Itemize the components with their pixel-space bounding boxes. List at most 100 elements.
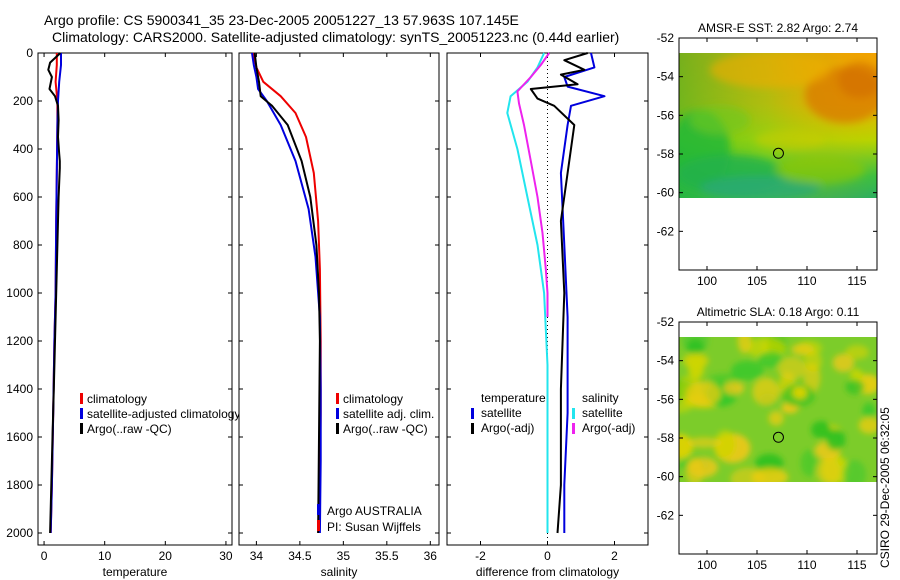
timestamp-label: CSIRO 29-Dec-2005 06:32:05: [878, 407, 892, 568]
legend-label: satellite: [582, 406, 623, 420]
sla-texture-blob: [731, 360, 764, 381]
sla-texture-blob: [800, 449, 819, 477]
y-tick-label: -52: [657, 31, 675, 45]
sst-map-panel: AMSR-E SST: 2.82 Argo: 2.74 -52 -54 -56 -58 -…: [657, 21, 878, 288]
x-tick-label: 35.5: [375, 549, 399, 563]
sla-texture-blob: [688, 355, 704, 380]
series-line: [529, 52, 588, 534]
legend-swatch: [471, 408, 474, 419]
x-tick-label: 20: [159, 549, 173, 563]
annotation-swatch: [317, 520, 320, 531]
y-tick-label: 400: [13, 142, 33, 156]
series-line: [253, 52, 321, 534]
legend-label: climatology: [343, 392, 403, 406]
x-axis-label: difference from climatology: [476, 565, 619, 579]
legend-label: Argo(..raw -QC): [343, 422, 428, 436]
difference-profile-panel: -2 0 2 difference from climatology temperatu…: [446, 52, 649, 579]
x-tick-label: 36: [424, 549, 438, 563]
legend-label: Argo(..raw -QC): [87, 422, 172, 436]
sla-texture-blob: [791, 343, 815, 356]
annotation-label: Argo AUSTRALIA: [327, 504, 422, 518]
y-tick-label: 1000: [6, 286, 33, 300]
sla-map-panel: Altimetric SLA: 0.18 Argo: 0.11 -52 -54 -56…: [657, 305, 878, 572]
x-tick-label: 10: [98, 549, 112, 563]
sla-texture-blob: [858, 416, 877, 434]
x-tick-label: 115: [847, 558, 866, 572]
legend-label: satellite: [481, 406, 522, 420]
legend-swatch: [336, 393, 339, 404]
annotation-swatch: [317, 504, 320, 515]
y-tick-label: 200: [13, 94, 33, 108]
sla-texture-blob: [737, 337, 752, 354]
sla-heatmap: [679, 337, 877, 482]
sla-texture-blob: [862, 402, 876, 421]
sla-texture-blob: [679, 402, 692, 413]
sla-texture-blob: [811, 421, 831, 439]
sla-texture-blob: [825, 428, 846, 451]
y-tick-label: 2000: [6, 526, 33, 540]
x-tick-label: 30: [219, 549, 233, 563]
legend-swatch: [80, 393, 83, 404]
salinity-profile-panel: 34 34.5 35 35.5 36 salinity climatologysatelli…: [238, 52, 440, 579]
legend-swatch: [336, 423, 339, 434]
y-tick-label: -60: [657, 470, 675, 484]
float-position-marker: [772, 431, 784, 443]
legend-label: climatology: [87, 392, 147, 406]
legend-label: Argo(-adj): [481, 421, 534, 435]
sla-texture-blob: [845, 379, 865, 395]
sla-texture-blob: [752, 377, 780, 406]
y-tick-label: -54: [657, 70, 675, 84]
x-tick-label: 110: [797, 274, 816, 288]
sla-texture-blob: [792, 386, 807, 400]
y-tick-label: -60: [657, 186, 675, 200]
sla-texture-blob: [843, 460, 866, 482]
x-tick-label: 110: [797, 558, 816, 572]
map-title: Altimetric SLA: 0.18 Argo: 0.11: [697, 305, 860, 319]
sla-texture-blob: [850, 368, 863, 382]
series-line: [251, 52, 322, 534]
y-tick-label: 1200: [6, 334, 33, 348]
sla-texture-blob: [714, 430, 736, 459]
series-line: [47, 52, 62, 534]
y-tick-label: -62: [657, 508, 675, 522]
x-tick-label: 34: [250, 549, 264, 563]
legend-swatch: [80, 423, 83, 434]
sla-texture-blob: [816, 457, 841, 482]
sla-texture-blob: [832, 353, 855, 373]
sla-texture-blob: [687, 457, 719, 478]
y-tick-label: -58: [657, 431, 675, 445]
y-tick-label: -52: [657, 315, 675, 329]
annotation-label: PI: Susan Wijffels: [327, 520, 421, 534]
legend-header-salinity: salinity: [582, 391, 619, 405]
x-tick-label: 100: [697, 558, 717, 572]
legend-label: satellite-adjusted climatology: [87, 407, 240, 421]
sla-texture-blob: [755, 453, 784, 474]
y-tick-label: 600: [13, 190, 33, 204]
y-tick-label: 0: [26, 46, 33, 60]
temperature-profile-panel: 0 10 20 30 0 200 400 600 800 1000 1200 1400 1600 1800…: [6, 46, 240, 579]
figure-title-line2: Climatology: CARS2000. Satellite-adjuste…: [52, 29, 619, 45]
sst-heatmap: [679, 53, 877, 198]
x-tick-label: 105: [747, 558, 767, 572]
y-tick-label: 1600: [6, 430, 33, 444]
legend-swatch: [80, 408, 83, 419]
x-tick-label: 2: [611, 549, 618, 563]
y-tick-label: -62: [657, 224, 675, 238]
sla-texture-blob: [686, 338, 705, 355]
plot-frame: [37, 52, 233, 546]
x-tick-label: 35: [337, 549, 351, 563]
y-tick-label: -54: [657, 354, 675, 368]
sla-texture-blob: [685, 381, 722, 406]
y-tick-label: -56: [657, 108, 675, 122]
sla-texture-blob: [845, 345, 869, 360]
y-tick-label: -56: [657, 392, 675, 406]
figure-title-line1: Argo profile: CS 5900341_35 23-Dec-2005 …: [44, 12, 519, 28]
y-tick-label: 1800: [6, 478, 33, 492]
plot-frame: [238, 52, 440, 546]
sla-texture-blob: [804, 351, 822, 372]
series-line: [516, 52, 551, 317]
sla-texture-blob: [686, 437, 723, 448]
x-tick-label: 100: [697, 274, 717, 288]
x-axis-label: temperature: [103, 565, 168, 579]
